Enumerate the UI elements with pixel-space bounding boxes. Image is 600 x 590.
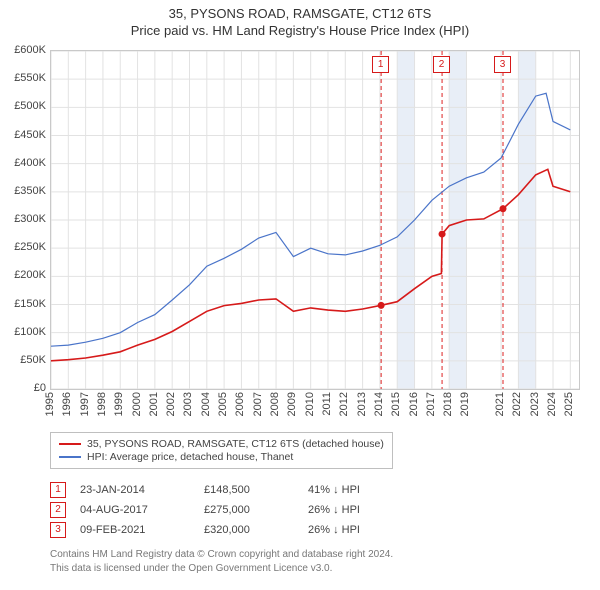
txn-diff: 26% ↓ HPI	[308, 524, 418, 536]
x-tick-label: 1999	[113, 392, 125, 416]
y-tick-label: £550K	[2, 72, 46, 84]
y-tick-label: £450K	[2, 129, 46, 141]
x-tick-label: 2005	[217, 392, 229, 416]
footer-line1: Contains HM Land Registry data © Crown c…	[50, 548, 393, 562]
x-tick-label: 2002	[165, 392, 177, 416]
x-tick-label: 1995	[44, 392, 56, 416]
legend-swatch	[59, 456, 81, 458]
x-tick-label: 2007	[252, 392, 264, 416]
y-tick-label: £300K	[2, 213, 46, 225]
table-row: 2 04-AUG-2017 £275,000 26% ↓ HPI	[50, 500, 418, 520]
plot-area	[50, 50, 580, 390]
txn-marker: 2	[50, 502, 66, 518]
title-address: 35, PYSONS ROAD, RAMSGATE, CT12 6TS	[0, 6, 600, 21]
txn-price: £275,000	[204, 504, 294, 516]
x-tick-label: 2011	[321, 392, 333, 416]
legend-swatch	[59, 443, 81, 445]
x-tick-label: 2003	[182, 392, 194, 416]
x-tick-label: 2019	[459, 392, 471, 416]
x-tick-label: 2013	[356, 392, 368, 416]
x-tick-label: 1996	[61, 392, 73, 416]
x-tick-label: 2001	[148, 392, 160, 416]
legend-item: HPI: Average price, detached house, Than…	[59, 451, 384, 463]
x-tick-label: 2018	[442, 392, 454, 416]
txn-date: 09-FEB-2021	[80, 524, 190, 536]
footer-line2: This data is licensed under the Open Gov…	[50, 562, 393, 576]
legend-label: 35, PYSONS ROAD, RAMSGATE, CT12 6TS (det…	[87, 438, 384, 450]
txn-price: £148,500	[204, 484, 294, 496]
x-tick-label: 2025	[563, 392, 575, 416]
y-tick-label: £100K	[2, 326, 46, 338]
txn-diff: 26% ↓ HPI	[308, 504, 418, 516]
legend-item: 35, PYSONS ROAD, RAMSGATE, CT12 6TS (det…	[59, 438, 384, 450]
txn-marker: 1	[50, 482, 66, 498]
y-tick-label: £350K	[2, 185, 46, 197]
chart-container: 35, PYSONS ROAD, RAMSGATE, CT12 6TS Pric…	[0, 0, 600, 590]
marker-box: 1	[372, 56, 389, 73]
x-tick-label: 1997	[79, 392, 91, 416]
table-row: 3 09-FEB-2021 £320,000 26% ↓ HPI	[50, 520, 418, 540]
title-sub: Price paid vs. HM Land Registry's House …	[0, 23, 600, 38]
txn-diff: 41% ↓ HPI	[308, 484, 418, 496]
y-tick-label: £250K	[2, 241, 46, 253]
x-tick-label: 2008	[269, 392, 281, 416]
marker-box: 3	[494, 56, 511, 73]
y-tick-label: £600K	[2, 44, 46, 56]
x-tick-label: 2022	[511, 392, 523, 416]
y-tick-label: £150K	[2, 298, 46, 310]
y-tick-label: £500K	[2, 100, 46, 112]
x-tick-label: 2009	[286, 392, 298, 416]
x-tick-label: 2024	[546, 392, 558, 416]
x-tick-label: 2006	[234, 392, 246, 416]
plot-svg	[51, 51, 579, 389]
x-tick-label: 2023	[529, 392, 541, 416]
y-tick-label: £200K	[2, 269, 46, 281]
txn-price: £320,000	[204, 524, 294, 536]
table-row: 1 23-JAN-2014 £148,500 41% ↓ HPI	[50, 480, 418, 500]
x-tick-label: 2015	[390, 392, 402, 416]
y-tick-label: £50K	[2, 354, 46, 366]
transaction-table: 1 23-JAN-2014 £148,500 41% ↓ HPI 2 04-AU…	[50, 480, 418, 540]
titles: 35, PYSONS ROAD, RAMSGATE, CT12 6TS Pric…	[0, 0, 600, 38]
y-tick-label: £0	[2, 382, 46, 394]
marker-box: 2	[433, 56, 450, 73]
y-tick-label: £400K	[2, 157, 46, 169]
x-tick-label: 2017	[425, 392, 437, 416]
footer: Contains HM Land Registry data © Crown c…	[50, 548, 393, 575]
x-tick-label: 2016	[408, 392, 420, 416]
x-tick-label: 2004	[200, 392, 212, 416]
txn-marker: 3	[50, 522, 66, 538]
x-tick-label: 2012	[338, 392, 350, 416]
x-tick-label: 2014	[373, 392, 385, 416]
x-tick-label: 2010	[304, 392, 316, 416]
txn-date: 04-AUG-2017	[80, 504, 190, 516]
txn-date: 23-JAN-2014	[80, 484, 190, 496]
legend-label: HPI: Average price, detached house, Than…	[87, 451, 293, 463]
legend: 35, PYSONS ROAD, RAMSGATE, CT12 6TS (det…	[50, 432, 393, 469]
x-tick-label: 2000	[131, 392, 143, 416]
x-tick-label: 1998	[96, 392, 108, 416]
x-tick-label: 2021	[494, 392, 506, 416]
